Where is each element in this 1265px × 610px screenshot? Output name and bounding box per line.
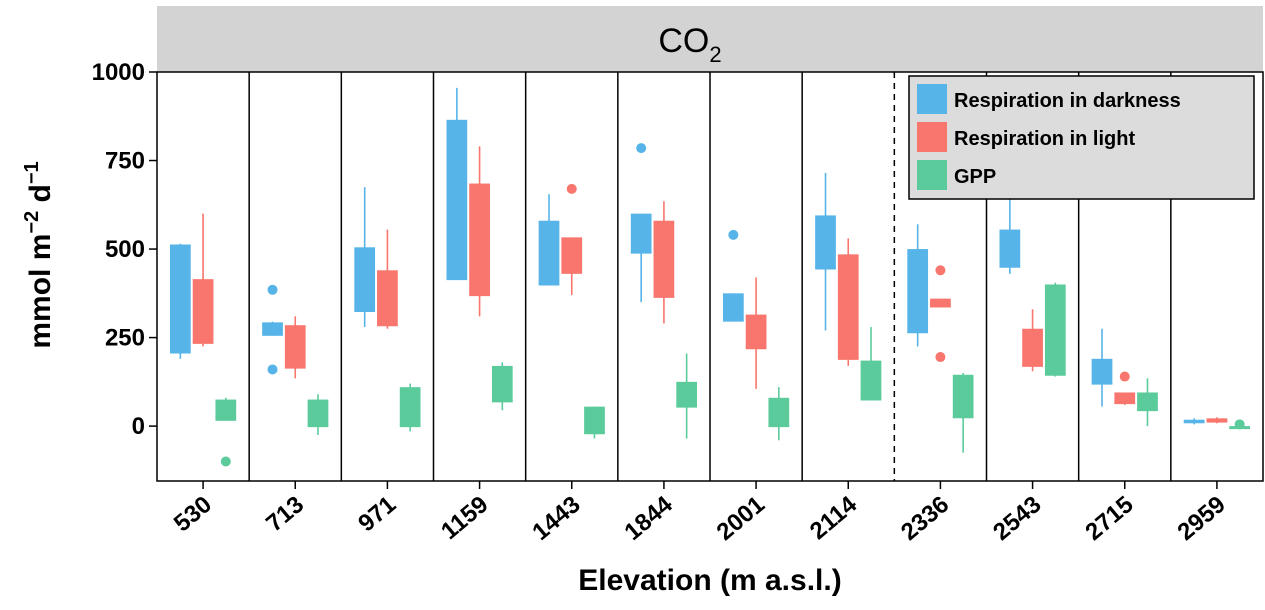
box-gpp-1443: [584, 406, 605, 434]
box-respiration-in-light-2543: [1022, 328, 1043, 366]
box-gpp-1844: [676, 381, 698, 407]
box-gpp-2715: [1137, 392, 1158, 411]
x-tick-label: 1159: [436, 491, 493, 545]
legend-label-respiration-light: Respiration in light: [954, 128, 1135, 150]
y-tick-label: 250: [105, 325, 145, 352]
y-axis-title-sup2: −1: [21, 161, 43, 184]
box-gpp-1159: [491, 365, 513, 402]
box-respiration-in-darkness-1443: [538, 220, 560, 285]
legend-label-gpp: GPP: [954, 166, 996, 188]
legend-swatch-gpp: [917, 160, 947, 190]
box-gpp-971: [399, 387, 421, 427]
box-gpp-2543: [1044, 284, 1066, 375]
box-respiration-in-darkness-2543: [999, 229, 1021, 267]
outlier-respiration-in-light-2336: [935, 265, 946, 276]
box-respiration-in-darkness-530: [169, 245, 191, 354]
legend-background: [908, 75, 1255, 200]
outlier-gpp-530: [220, 456, 231, 467]
facet-strip-label: CO2: [658, 22, 721, 67]
box-respiration-in-darkness-2114: [815, 215, 836, 269]
box-respiration-in-light-2001: [745, 314, 767, 349]
y-axis-title-sup1: −2: [21, 211, 43, 234]
facet-strip: [157, 6, 1263, 72]
outlier-respiration-in-darkness-713: [267, 284, 278, 295]
box-respiration-in-light-971: [377, 270, 398, 326]
box-respiration-in-darkness-713: [262, 323, 283, 336]
x-tick-label: 1443: [527, 491, 585, 546]
x-tick-label: 2959: [1173, 491, 1231, 546]
x-tick-label: 1844: [620, 490, 679, 545]
box-respiration-in-darkness-2715: [1091, 358, 1113, 384]
box-respiration-in-darkness-971: [354, 247, 376, 312]
box-respiration-in-light-2715: [1114, 392, 1136, 404]
x-tick-label: 530: [169, 491, 217, 537]
category-separators: [248, 72, 1172, 481]
outlier-respiration-in-light-1443: [566, 183, 577, 194]
box-respiration-in-darkness-1844: [630, 213, 652, 253]
x-tick-label: 2715: [1080, 491, 1138, 546]
box-respiration-in-darkness-2001: [722, 293, 744, 322]
box-gpp-713: [307, 399, 329, 427]
box-gpp-530: [215, 399, 237, 421]
legend: Respiration in darkness Respiration in l…: [908, 75, 1255, 200]
y-axis-title-mid: d: [24, 184, 57, 211]
box-respiration-in-darkness-1159: [446, 119, 468, 280]
y-tick-label: 500: [105, 236, 145, 263]
box-marks: [169, 87, 1251, 467]
outlier-respiration-in-light-2715: [1119, 371, 1130, 382]
box-respiration-in-light-530: [192, 279, 214, 343]
x-tick-label: 971: [353, 491, 401, 537]
box-respiration-in-darkness-2336: [907, 249, 929, 333]
outlier-respiration-in-darkness-713: [267, 364, 278, 375]
x-axis-title: Elevation (m a.s.l.): [578, 564, 841, 597]
legend-swatch-respiration-light: [917, 122, 947, 152]
box-respiration-in-light-2114: [837, 254, 859, 359]
y-axis-title: mmol m−2 d−1: [21, 161, 57, 348]
box-respiration-in-light-713: [284, 325, 306, 368]
box-gpp-2114: [860, 360, 882, 400]
x-tick-label: 2114: [805, 491, 863, 546]
x-tick-label: 2001: [712, 491, 770, 546]
x-axis: 530 713 971 1159 1443 1844 2001 2114 2336 2543 271…: [169, 481, 1231, 546]
outlier-respiration-in-light-2336: [935, 352, 946, 363]
outlier-gpp-2959: [1234, 419, 1245, 430]
outlier-respiration-in-darkness-1844: [636, 143, 647, 154]
x-tick-label: 2336: [896, 491, 954, 546]
legend-swatch-respiration-darkness: [917, 84, 947, 114]
outlier-respiration-in-darkness-2001: [728, 229, 739, 240]
y-tick-label: 1000: [92, 59, 145, 86]
box-respiration-in-light-1159: [469, 183, 490, 296]
box-gpp-2336: [952, 374, 974, 418]
legend-label-respiration-darkness: Respiration in darkness: [954, 90, 1181, 112]
y-tick-label: 0: [132, 413, 145, 440]
box-gpp-2001: [768, 397, 790, 427]
facet-strip-subscript: 2: [709, 42, 721, 67]
y-tick-label: 750: [105, 148, 145, 175]
x-tick-label: 713: [261, 491, 309, 537]
y-axis: 0 250 500 750 1000: [92, 59, 157, 440]
box-respiration-in-light-1844: [653, 220, 675, 297]
box-respiration-in-light-1443: [561, 238, 583, 274]
x-tick-label: 2543: [988, 491, 1046, 546]
